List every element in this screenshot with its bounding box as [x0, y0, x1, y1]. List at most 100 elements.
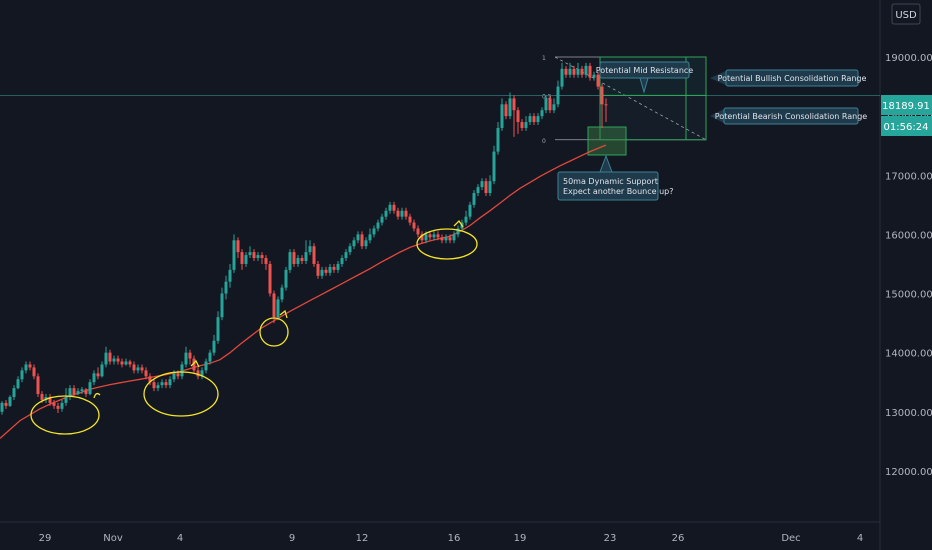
candle-body — [516, 110, 520, 123]
candle-body — [240, 252, 244, 264]
candle-body — [324, 269, 328, 273]
candle-body — [208, 352, 212, 362]
x-tick-label: 4 — [857, 533, 863, 544]
candle-body — [272, 293, 276, 318]
candle-body — [596, 74, 600, 87]
support-circle — [259, 317, 289, 347]
x-tick-label: 4 — [177, 533, 183, 544]
candles — [0, 62, 608, 415]
mid-resistance-pointer — [639, 77, 649, 94]
candle-body — [544, 98, 548, 111]
candle-body — [424, 234, 428, 241]
candle-body — [348, 246, 352, 253]
bearish-range-callout[interactable]: Potential Bearish Consolidation Range — [710, 107, 867, 125]
y-tick-label: 13000.00 — [885, 408, 932, 419]
candle-body — [500, 104, 504, 128]
candle-body — [60, 402, 64, 409]
y-tick-label: 17000.00 — [885, 171, 932, 182]
y-tick-label: 15000.00 — [885, 290, 932, 301]
candle-body — [476, 187, 480, 193]
bullish-range-label: Potential Bullish Consolidation Range — [718, 74, 867, 83]
support-label-line1: 50ma Dynamic Support — [563, 177, 658, 186]
candle-body — [368, 234, 372, 241]
candle-body — [260, 255, 264, 259]
candle-body — [108, 352, 112, 362]
candle-body — [560, 68, 564, 87]
candle-body — [16, 379, 20, 389]
candle-body — [428, 234, 432, 238]
candle-body — [12, 388, 16, 397]
callouts[interactable]: Potential Mid Resistance Potential Bulli… — [557, 61, 867, 201]
candle-body — [572, 68, 576, 75]
candle-body — [92, 373, 96, 383]
candle-body — [72, 388, 76, 395]
currency-button[interactable]: USD — [891, 3, 921, 25]
candle-body — [152, 382, 156, 389]
x-tick-label: 29 — [39, 533, 52, 544]
price-tag: 18189.91 01:56:24 — [881, 95, 932, 136]
moving-average — [0, 144, 607, 439]
candle-body — [120, 361, 124, 365]
countdown-value: 01:56:24 — [884, 122, 929, 133]
countdown-box — [881, 116, 932, 136]
y-tick-label: 12000.00 — [885, 467, 932, 478]
bearish-range-rect — [599, 94, 707, 141]
candle-body — [172, 373, 176, 380]
candle-body — [200, 370, 204, 377]
candle-body — [236, 240, 240, 253]
candle-body — [176, 373, 180, 377]
x-tick-label: Nov — [103, 533, 123, 544]
candle-body — [552, 104, 556, 111]
candle-body — [132, 364, 136, 371]
y-tick-label: 14000.00 — [885, 349, 932, 360]
candle-body — [532, 116, 536, 123]
candle-body — [472, 192, 476, 205]
candle-body — [112, 358, 116, 362]
candle-body — [384, 210, 388, 217]
candle-body — [580, 68, 584, 75]
fib-label: 0 — [542, 138, 546, 145]
x-tick-label: 16 — [448, 533, 461, 544]
bullish-range-callout[interactable]: Potential Bullish Consolidation Range — [710, 69, 867, 87]
candle-body — [268, 263, 272, 294]
candle-body — [68, 388, 72, 397]
support-callout[interactable]: 50ma Dynamic Support Expect another Boun… — [557, 154, 673, 201]
candle-body — [196, 370, 200, 377]
candle-body — [276, 299, 280, 318]
candle-body — [104, 352, 108, 365]
candle-body — [444, 237, 448, 241]
bullish-pointer — [710, 70, 728, 86]
candle-body — [464, 216, 468, 223]
candle-body — [20, 370, 24, 380]
candle-body — [440, 237, 444, 241]
candle-body — [332, 266, 336, 270]
mid-resistance-callout[interactable]: Potential Mid Resistance — [596, 61, 694, 94]
candle-body — [48, 396, 52, 403]
candle-body — [396, 210, 400, 217]
candle-body — [192, 358, 196, 371]
candle-body — [44, 396, 48, 400]
candle-body — [40, 394, 44, 400]
candle-body — [264, 258, 268, 264]
candle-body — [320, 269, 324, 276]
candle-body — [528, 116, 532, 123]
candle-body — [360, 234, 364, 247]
candle-body — [64, 396, 68, 403]
candle-body — [216, 317, 220, 341]
candle-body — [600, 86, 604, 105]
candle-body — [584, 65, 588, 75]
candle-body — [416, 228, 420, 235]
x-tick-label: 9 — [289, 533, 295, 544]
candle-body — [340, 258, 344, 264]
candle-body — [376, 222, 380, 229]
x-axis-ticks: 29 Nov 4 9 12 16 19 23 26 Dec 4 — [39, 533, 864, 544]
candle-body — [380, 216, 384, 223]
candle-body — [356, 234, 360, 241]
candle-body — [568, 68, 572, 75]
candle-body — [576, 68, 580, 75]
candle-body — [520, 122, 524, 128]
candle-body — [24, 364, 28, 371]
candle-body — [140, 367, 144, 371]
x-tick-label: 19 — [514, 533, 527, 544]
